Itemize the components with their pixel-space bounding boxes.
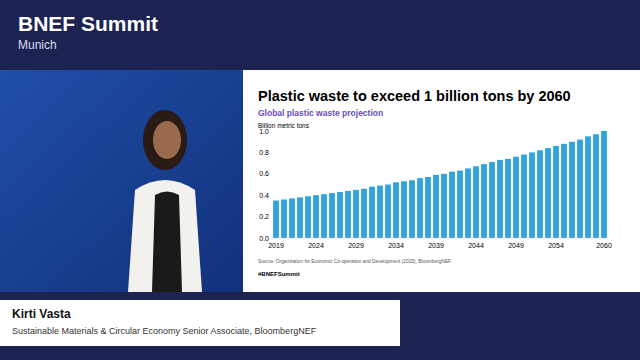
stage-video	[0, 70, 243, 292]
bar	[313, 195, 319, 238]
x-tick-label: 2034	[388, 242, 404, 249]
y-tick	[270, 195, 272, 196]
x-tick-label: 2049	[508, 242, 524, 249]
hashtag: #BNEFSummit	[258, 271, 300, 277]
bar	[361, 189, 367, 238]
x-tick-label: 2054	[548, 242, 564, 249]
bar	[409, 180, 415, 238]
y-tick-label: 0.6	[259, 170, 269, 177]
bar	[369, 187, 375, 238]
bar	[297, 197, 303, 238]
speaker-face	[153, 121, 181, 159]
bar	[433, 175, 439, 238]
speaker-title: Sustainable Materials & Circular Economy…	[12, 326, 317, 336]
bar	[305, 196, 311, 238]
bar	[481, 164, 487, 238]
bar	[353, 190, 359, 238]
y-tick	[270, 216, 272, 217]
bar	[345, 191, 351, 238]
bar	[473, 166, 479, 238]
bar	[521, 155, 527, 238]
event-location: Munich	[18, 38, 57, 52]
source: Source: Organization for Economic Co-ope…	[258, 259, 452, 264]
y-tick	[270, 152, 272, 153]
bar	[601, 131, 607, 238]
bar	[465, 168, 471, 238]
bar	[561, 144, 567, 238]
bar	[321, 194, 327, 238]
bar	[425, 177, 431, 238]
frame: BNEF Summit Munich Plastic waste to exceed…	[0, 0, 640, 360]
bar	[553, 146, 559, 238]
y-tick	[270, 238, 272, 239]
bar	[441, 174, 447, 238]
bar	[505, 159, 511, 238]
bar	[457, 171, 463, 238]
bar	[273, 201, 279, 238]
bar	[329, 193, 335, 238]
chart-subtitle: Global plastic waste projection	[258, 108, 383, 118]
y-tick	[270, 173, 272, 174]
bar	[385, 185, 391, 239]
lower-third	[0, 300, 400, 346]
x-tick-label: 2044	[468, 242, 484, 249]
x-axis-line	[272, 238, 608, 239]
bar	[393, 182, 399, 238]
x-tick-label: 2029	[348, 242, 364, 249]
y-tick-label: 0.2	[259, 213, 269, 220]
bar	[513, 157, 519, 238]
bar	[593, 134, 599, 238]
x-tick-label: 2019	[268, 242, 284, 249]
bar	[401, 181, 407, 238]
x-tick-label: 2060	[596, 242, 612, 249]
y-tick	[270, 131, 272, 132]
y-tick-label: 0.8	[259, 149, 269, 156]
bar	[585, 136, 591, 238]
x-tick-label: 2024	[308, 242, 324, 249]
speaker-jacket	[128, 180, 202, 292]
bar	[545, 148, 551, 238]
bar	[281, 199, 287, 238]
bar	[289, 198, 295, 238]
y-tick-label: 0.0	[259, 235, 269, 242]
speaker-hair	[143, 110, 187, 170]
speaker-top	[152, 192, 182, 293]
bar	[377, 186, 383, 238]
chart-title: Plastic waste to exceed 1 billion tons b…	[258, 88, 571, 104]
bars	[273, 131, 607, 238]
bar	[529, 152, 535, 238]
bar	[537, 150, 543, 238]
bar	[489, 162, 495, 238]
y-tick-label: 1.0	[259, 128, 269, 135]
bar	[577, 140, 583, 238]
bar	[417, 178, 423, 238]
slide	[243, 70, 640, 292]
y-tick-label: 0.4	[259, 192, 269, 199]
speaker-name: Kirti Vasta	[12, 307, 71, 321]
x-tick-label: 2039	[428, 242, 444, 249]
bar	[569, 142, 575, 238]
bar	[337, 192, 343, 238]
event-title: BNEF Summit	[18, 12, 158, 35]
bar	[497, 160, 503, 238]
background	[0, 0, 640, 360]
bar	[449, 172, 455, 238]
